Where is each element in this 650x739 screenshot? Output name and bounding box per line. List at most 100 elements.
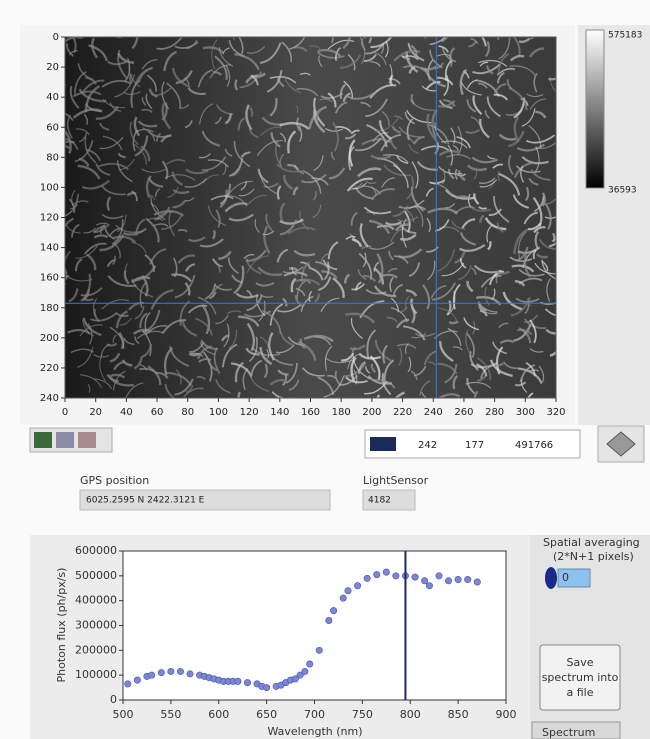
cursor-x: 242 — [418, 440, 437, 451]
data-point — [187, 671, 193, 677]
y-tick-label: 240 — [40, 393, 59, 404]
x-tick-label: 60 — [151, 407, 164, 418]
data-point — [465, 576, 471, 582]
spatial-value: 0 — [562, 571, 569, 584]
data-point — [421, 578, 427, 584]
y-axis-label: Photon flux (ph/px/s) — [55, 568, 68, 683]
x-tick-label: 80 — [181, 407, 194, 418]
light-label: LightSensor — [363, 474, 429, 487]
x-tick-label: 120 — [240, 407, 259, 418]
y-tick-label: 220 — [40, 363, 59, 374]
x-tick-label: 550 — [160, 708, 181, 721]
colorscale-min: 36593 — [608, 186, 637, 196]
y-tick-label: 200000 — [75, 643, 117, 656]
data-point — [302, 668, 308, 674]
gps-label: GPS position — [80, 474, 149, 487]
x-tick-label: 750 — [352, 708, 373, 721]
data-point — [374, 571, 380, 577]
x-tick-label: 240 — [424, 407, 443, 418]
y-tick-label: 60 — [46, 122, 59, 133]
cursor-y: 177 — [465, 440, 484, 451]
spin-control[interactable] — [545, 567, 557, 589]
data-point — [263, 684, 269, 690]
x-tick-label: 600 — [208, 708, 229, 721]
x-tick-label: 260 — [454, 407, 473, 418]
y-tick-label: 0 — [53, 32, 59, 43]
y-tick-label: 100 — [40, 182, 59, 193]
x-tick-label: 140 — [270, 407, 289, 418]
x-tick-label: 100 — [209, 407, 228, 418]
data-point — [445, 578, 451, 584]
data-point — [235, 678, 241, 684]
y-tick-label: 500000 — [75, 569, 117, 582]
data-point — [354, 583, 360, 589]
y-tick-label: 120 — [40, 213, 59, 224]
x-tick-label: 700 — [304, 708, 325, 721]
spatial-label: Spatial averaging — [543, 536, 640, 549]
data-point — [383, 569, 389, 575]
zoom-tool[interactable] — [34, 432, 52, 448]
data-point — [307, 661, 313, 667]
colorscale-ramp — [586, 30, 604, 188]
y-tick-label: 140 — [40, 243, 59, 254]
y-tick-label: 300000 — [75, 619, 117, 632]
cursor-value: 491766 — [515, 440, 553, 451]
data-point — [340, 595, 346, 601]
x-tick-label: 160 — [301, 407, 320, 418]
y-tick-label: 0 — [110, 693, 117, 706]
x-tick-label: 20 — [89, 407, 102, 418]
data-point — [244, 679, 250, 685]
data-point — [177, 668, 183, 674]
select-tool[interactable] — [78, 432, 96, 448]
x-tick-label: 850 — [448, 708, 469, 721]
x-tick-label: 900 — [496, 708, 517, 721]
data-point — [436, 573, 442, 579]
spectrum-plot-area — [123, 551, 506, 700]
data-point — [474, 579, 480, 585]
data-point — [158, 669, 164, 675]
data-point — [364, 575, 370, 581]
data-point — [330, 607, 336, 613]
app-window: 575183 36593 242 177 491766 GPS position… — [0, 0, 650, 739]
x-tick-label: 200 — [362, 407, 381, 418]
x-tick-label: 500 — [113, 708, 134, 721]
x-axis-label: Wavelength (nm) — [267, 725, 362, 738]
data-point — [149, 672, 155, 678]
pan-tool[interactable] — [56, 432, 74, 448]
colorscale-max: 575183 — [608, 31, 642, 41]
data-point — [455, 576, 461, 582]
x-tick-label: 280 — [485, 407, 504, 418]
light-value: 4182 — [368, 496, 391, 506]
y-tick-label: 80 — [46, 152, 59, 163]
y-tick-label: 200 — [40, 333, 59, 344]
tab-label: Spectrum — [542, 726, 595, 739]
spatial-sublabel: (2*N+1 pixels) — [553, 550, 634, 563]
x-tick-label: 0 — [62, 407, 68, 418]
y-tick-label: 180 — [40, 303, 59, 314]
cursor-icon[interactable] — [370, 437, 396, 451]
x-tick-label: 800 — [400, 708, 421, 721]
data-point — [393, 573, 399, 579]
data-point — [345, 588, 351, 594]
data-point — [326, 617, 332, 623]
x-tick-label: 220 — [393, 407, 412, 418]
data-point — [125, 681, 131, 687]
x-tick-label: 40 — [120, 407, 133, 418]
data-point — [316, 647, 322, 653]
y-tick-label: 160 — [40, 273, 59, 284]
data-point — [168, 668, 174, 674]
x-tick-label: 180 — [332, 407, 351, 418]
data-point — [426, 583, 432, 589]
data-point — [134, 677, 140, 683]
x-tick-label: 650 — [256, 708, 277, 721]
y-tick-label: 40 — [46, 92, 59, 103]
x-tick-label: 320 — [546, 407, 565, 418]
gps-value: 6025.2595 N 2422.3121 E — [86, 496, 205, 506]
y-tick-label: 100000 — [75, 668, 117, 681]
y-tick-label: 20 — [46, 62, 59, 73]
image-toolbar[interactable] — [30, 428, 112, 452]
y-tick-label: 600000 — [75, 544, 117, 557]
y-tick-label: 400000 — [75, 594, 117, 607]
data-point — [412, 574, 418, 580]
x-tick-label: 300 — [516, 407, 535, 418]
